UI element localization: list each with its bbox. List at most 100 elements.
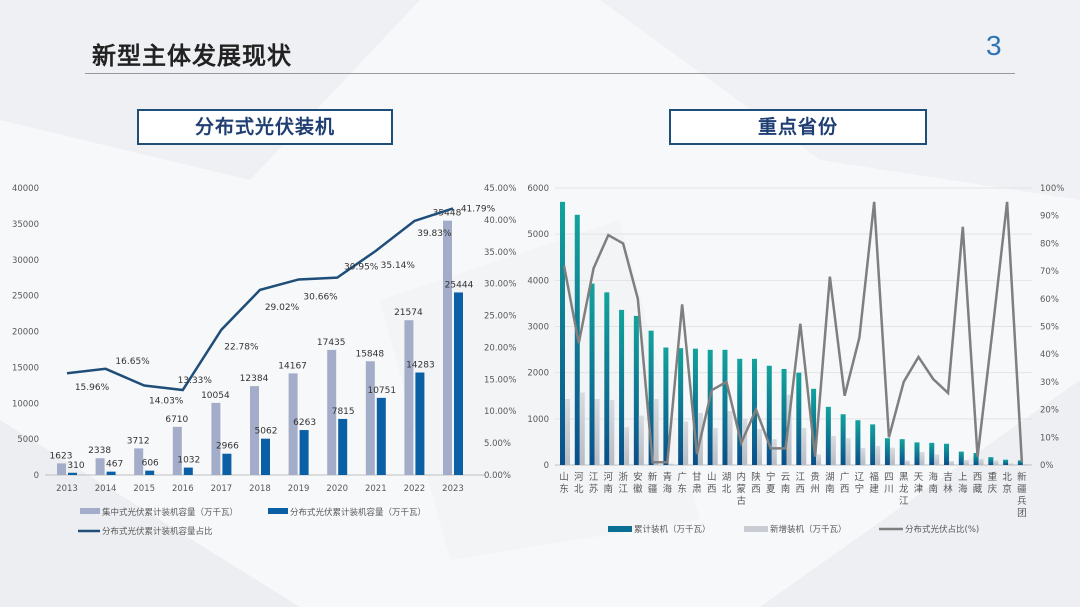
y-tick-label: 30000 — [12, 256, 39, 266]
bar-new — [757, 428, 763, 465]
legend-label-share: 分布式光伏占比(%) — [905, 524, 979, 535]
y-tick-label: 25000 — [12, 292, 39, 302]
bar-centralized — [288, 373, 298, 475]
y2-tick-label: 35.00% — [484, 248, 516, 258]
bar-centralized — [404, 320, 414, 475]
bar-cumulative — [722, 349, 728, 465]
data-label-centralized: 35448 — [433, 209, 462, 219]
bar-new — [727, 410, 733, 465]
x-tick-label: 山东 — [559, 472, 569, 495]
x-tick-label: 北京 — [1002, 472, 1012, 495]
x-tick-label: 2018 — [249, 484, 271, 494]
y2-tick-label: 25.00% — [484, 312, 516, 322]
x-tick-label: 2016 — [172, 484, 194, 494]
y-tick-label: 6000 — [527, 184, 549, 194]
bar-new — [949, 461, 955, 465]
y-tick-label: 20000 — [12, 328, 39, 338]
x-tick-label: 广西 — [840, 471, 850, 495]
data-label-centralized: 15848 — [355, 349, 384, 359]
x-tick-label: 宁夏 — [766, 471, 776, 495]
x-tick-label: 2015 — [133, 484, 155, 494]
y-tick-label: 0 — [34, 471, 39, 481]
x-tick-label: 湖北 — [722, 472, 732, 495]
data-label-ratio: 35.14% — [381, 261, 416, 271]
title-divider — [85, 73, 1015, 74]
legend-label-cumulative: 累计装机（万千瓦） — [634, 524, 711, 535]
page-number: 3 — [986, 30, 1002, 61]
bar-cumulative — [973, 452, 979, 465]
bar-distributed — [68, 472, 77, 475]
bar-centralized — [57, 463, 66, 475]
data-label-distributed: 5062 — [255, 427, 278, 437]
x-tick-label: 四川 — [884, 472, 894, 495]
bar-centralized — [95, 458, 105, 475]
data-label-distributed: 25444 — [445, 280, 474, 290]
x-tick-label: 贵州 — [810, 471, 820, 495]
line-ratio — [66, 207, 454, 392]
x-tick-label: 西藏 — [973, 472, 983, 495]
bar-cumulative — [560, 201, 565, 465]
x-tick-label: 云南 — [781, 472, 791, 495]
bar-cumulative — [1017, 460, 1023, 465]
bar-distributed — [454, 292, 463, 475]
y2-tick-label: 0% — [1040, 461, 1054, 471]
x-tick-label: 重庆 — [988, 471, 998, 495]
data-label-centralized: 17435 — [317, 338, 346, 348]
bar-cumulative — [944, 443, 950, 465]
y-tick-label: 15000 — [12, 363, 39, 373]
legend-swatch-new — [744, 526, 768, 532]
bar-centralized — [134, 448, 144, 475]
y-tick-label: 35000 — [12, 220, 39, 230]
bar-new — [653, 398, 659, 465]
data-label-ratio: 16.65% — [115, 357, 150, 367]
bar-centralized — [365, 361, 375, 475]
x-tick-label: 广东 — [677, 471, 687, 495]
data-label-centralized: 14167 — [278, 361, 307, 371]
bar-cumulative — [958, 451, 964, 465]
bar-new — [934, 454, 940, 465]
x-tick-label: 2014 — [95, 484, 117, 494]
left-panel-title: 分布式光伏装机 — [137, 109, 393, 145]
data-label-distributed: 1032 — [177, 456, 200, 466]
bar-new — [668, 463, 674, 465]
x-tick-label: 2017 — [211, 484, 233, 494]
bar-cumulative — [884, 438, 890, 465]
data-label-centralized: 2338 — [88, 446, 111, 456]
y-tick-label: 5000 — [17, 435, 39, 445]
left-chart: 0 5000 10000 15000 20000 25000 30000 35000 40000… — [12, 184, 516, 537]
legend-swatch-distributed — [268, 508, 288, 514]
legend-label-ratio: 分布式光伏累计装机容量占比 — [102, 526, 213, 537]
bar-new — [875, 446, 881, 465]
x-tick-label: 江西 — [796, 472, 806, 495]
bar-new — [771, 439, 777, 465]
data-label-ratio: 14.03% — [149, 397, 184, 407]
bar-cumulative — [914, 442, 920, 465]
data-label-distributed: 467 — [106, 460, 123, 470]
data-label-centralized: 6710 — [165, 415, 188, 425]
y2-tick-label: 40.00% — [484, 216, 516, 226]
data-label-centralized: 21574 — [394, 308, 423, 318]
bar-centralized — [211, 402, 221, 475]
bar-cumulative — [929, 442, 935, 465]
x-tick-label: 河南 — [604, 471, 614, 495]
data-label-distributed: 14283 — [406, 361, 435, 371]
bar-cumulative — [648, 330, 654, 465]
y2-tick-label: 70% — [1040, 267, 1059, 277]
data-label-ratio: 13.33% — [178, 376, 213, 386]
bar-distributed — [261, 438, 270, 475]
bar-cumulative — [633, 315, 639, 465]
bar-new — [594, 398, 600, 465]
bar-cumulative — [766, 365, 772, 465]
y2-tick-label: 100% — [1040, 184, 1064, 194]
bar-new — [624, 427, 630, 465]
y2-tick-label: 0.00% — [484, 471, 511, 481]
x-tick-label: 青海 — [663, 471, 673, 495]
x-tick-label: 湖南 — [825, 472, 835, 495]
x-tick-label: 安徽 — [633, 471, 643, 495]
line-share — [562, 201, 1024, 464]
bar-new — [638, 415, 644, 465]
y2-tick-label: 15.00% — [484, 375, 516, 385]
bar-new — [978, 458, 984, 465]
y2-tick-label: 20.00% — [484, 343, 516, 353]
legend-label-centralized: 集中式光伏累计装机容量（万千瓦） — [102, 507, 238, 518]
